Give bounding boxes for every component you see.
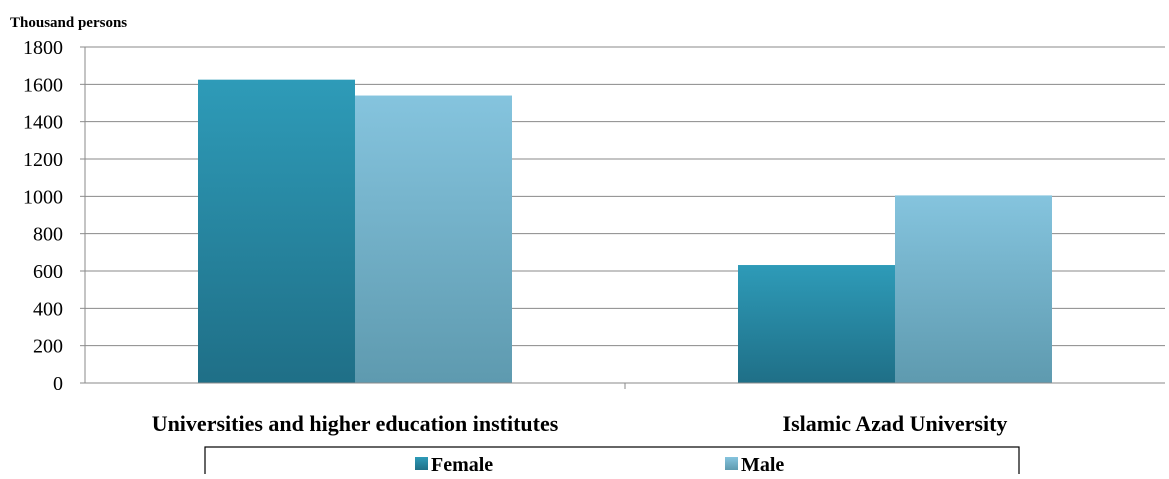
y-tick-label: 200	[33, 336, 63, 358]
legend-label-female: Female	[431, 454, 493, 474]
legend-swatch-male	[725, 457, 738, 470]
y-tick-label: 0	[53, 373, 63, 395]
y-tick-label: 1000	[23, 186, 63, 208]
category-label: Islamic Azad University	[783, 411, 1008, 436]
bar-female-0	[198, 79, 355, 384]
y-tick-label: 1800	[23, 37, 63, 59]
bar-female-1	[738, 265, 895, 383]
y-axis-label: Thousand persons	[10, 15, 127, 31]
legend: Female Male	[204, 446, 1020, 478]
y-tick-label: 1200	[23, 149, 63, 171]
y-tick-label: 800	[33, 224, 63, 246]
y-tick-label: 600	[33, 261, 63, 283]
bar-male-0	[355, 95, 512, 384]
y-tick-label: 1400	[23, 112, 63, 134]
y-tick-label: 1600	[23, 74, 63, 96]
legend-box	[204, 446, 1020, 478]
bar-male-1	[895, 195, 1052, 383]
legend-label-male: Male	[741, 454, 784, 474]
y-tick-labels: 0 200 400 600 800 1000 1200 1400 1600 1800	[23, 37, 63, 395]
x-category-labels: Universities and higher education instit…	[152, 411, 1008, 436]
axes	[80, 46, 1165, 389]
y-tick-label: 400	[33, 298, 63, 320]
legend-swatch-female	[415, 457, 428, 470]
category-label: Universities and higher education instit…	[152, 411, 559, 436]
bars	[198, 79, 1052, 384]
